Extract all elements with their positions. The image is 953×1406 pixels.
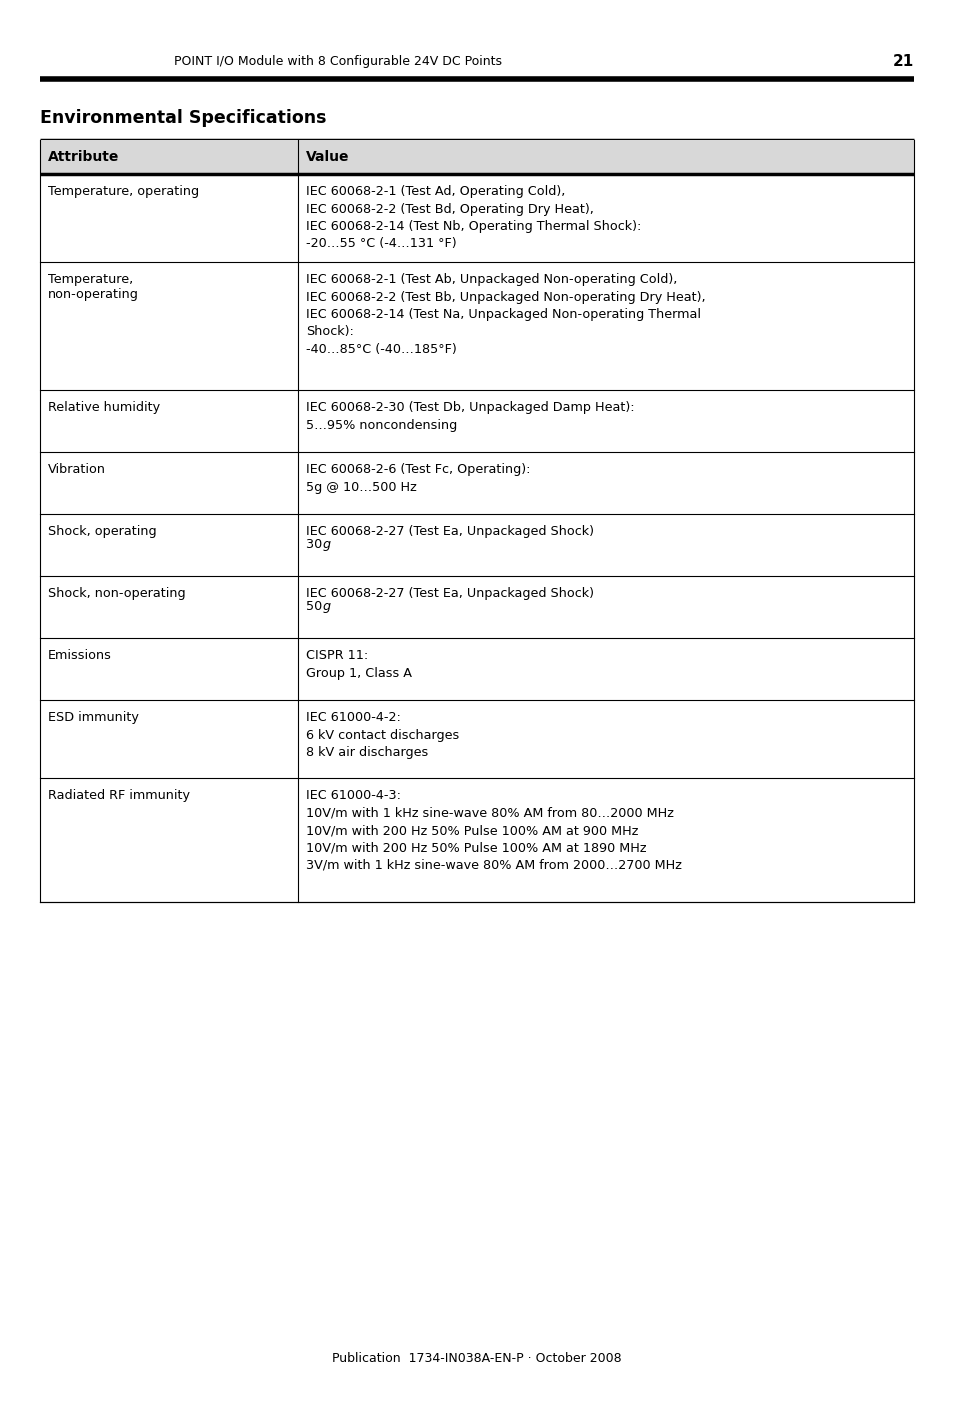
Text: Relative humidity: Relative humidity	[48, 401, 160, 413]
Text: Emissions: Emissions	[48, 650, 112, 662]
Text: Environmental Specifications: Environmental Specifications	[40, 110, 326, 127]
Text: 21: 21	[892, 55, 913, 69]
Text: IEC 61000-4-2:
6 kV contact discharges
8 kV air discharges: IEC 61000-4-2: 6 kV contact discharges 8…	[306, 711, 458, 759]
Text: Publication  1734-IN038A-EN-P · October 2008: Publication 1734-IN038A-EN-P · October 2…	[332, 1351, 621, 1364]
Text: g: g	[322, 600, 330, 613]
Text: Radiated RF immunity: Radiated RF immunity	[48, 789, 190, 801]
Text: g: g	[322, 538, 330, 551]
Text: IEC 60068-2-27 (Test Ea, Unpackaged Shock): IEC 60068-2-27 (Test Ea, Unpackaged Shoc…	[306, 586, 593, 600]
Text: IEC 60068-2-30 (Test Db, Unpackaged Damp Heat):
5…95% noncondensing: IEC 60068-2-30 (Test Db, Unpackaged Damp…	[306, 401, 634, 432]
Text: POINT I/O Module with 8 Configurable 24V DC Points: POINT I/O Module with 8 Configurable 24V…	[173, 55, 501, 69]
Text: IEC 60068-2-27 (Test Ea, Unpackaged Shock): IEC 60068-2-27 (Test Ea, Unpackaged Shoc…	[306, 524, 593, 538]
Text: 50: 50	[306, 600, 326, 613]
Text: Shock, operating: Shock, operating	[48, 524, 156, 538]
Text: IEC 60068-2-1 (Test Ab, Unpackaged Non-operating Cold),
IEC 60068-2-2 (Test Bb, : IEC 60068-2-1 (Test Ab, Unpackaged Non-o…	[306, 273, 704, 356]
Text: Attribute: Attribute	[48, 150, 119, 165]
Text: 30: 30	[306, 538, 326, 551]
Text: IEC 60068-2-1 (Test Ad, Operating Cold),
IEC 60068-2-2 (Test Bd, Operating Dry H: IEC 60068-2-1 (Test Ad, Operating Cold),…	[306, 186, 640, 250]
Text: Value: Value	[306, 150, 349, 165]
Bar	[40, 141, 913, 174]
Text: Temperature, operating: Temperature, operating	[48, 186, 199, 198]
Text: CISPR 11:
Group 1, Class A: CISPR 11: Group 1, Class A	[306, 650, 412, 679]
Text: ESD immunity: ESD immunity	[48, 711, 139, 724]
Text: Shock, non-operating: Shock, non-operating	[48, 586, 186, 600]
Text: Temperature,
non-operating: Temperature, non-operating	[48, 273, 139, 301]
Text: IEC 60068-2-6 (Test Fc, Operating):
5g @ 10…500 Hz: IEC 60068-2-6 (Test Fc, Operating): 5g @…	[306, 463, 530, 494]
Text: IEC 61000-4-3:
10V/m with 1 kHz sine-wave 80% AM from 80…2000 MHz
10V/m with 200: IEC 61000-4-3: 10V/m with 1 kHz sine-wav…	[306, 789, 681, 872]
Text: Vibration: Vibration	[48, 463, 106, 477]
